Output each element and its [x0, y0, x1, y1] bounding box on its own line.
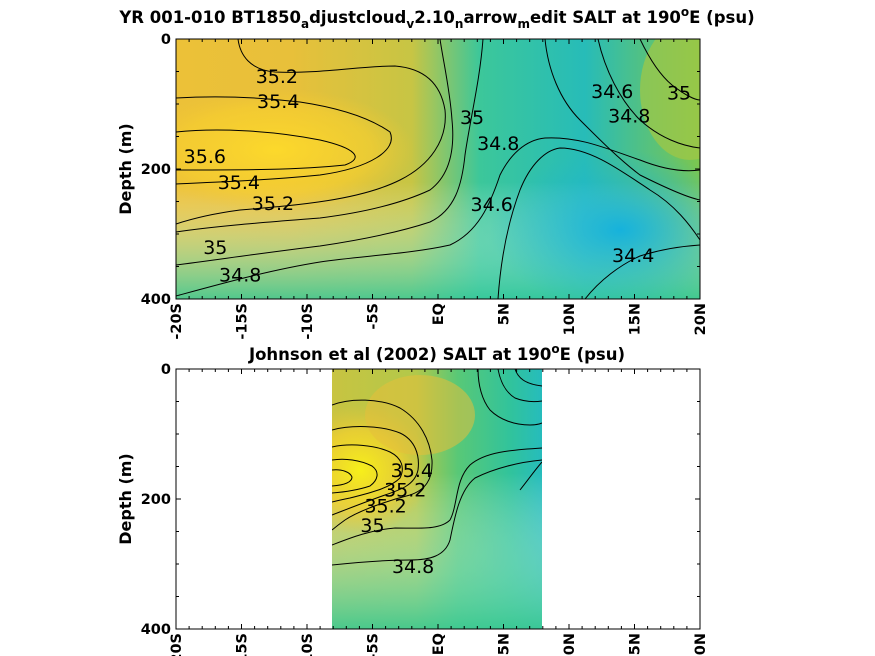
- contour-label: 35: [460, 107, 484, 129]
- x-tick-label: -15S: [235, 303, 251, 340]
- x-tick-label: -5S: [366, 633, 382, 656]
- contour-label: 35.2: [256, 66, 298, 88]
- contour-label: 35.4: [218, 172, 260, 194]
- contour-label: 35: [667, 82, 691, 104]
- y-tick-label: 400: [141, 622, 171, 638]
- contour-label: 34.4: [612, 245, 654, 267]
- contour-label: 34.6: [591, 81, 633, 103]
- y-tick-label: 200: [141, 492, 171, 508]
- contour-label: 35.4: [391, 460, 433, 482]
- heatmap-1: [176, 39, 700, 299]
- axis-ticks-2: -20S -15S -10S -5S EQ 5N 10N 15N 20N 0 200 400: [141, 362, 709, 656]
- panel-1: YR 001-010 BT1850adjustcloudv2.10narrowm…: [116, 5, 755, 340]
- x-tick-label: 15N: [628, 303, 644, 335]
- x-tick-label: -5S: [366, 303, 382, 330]
- x-tick-label: -10S: [300, 633, 316, 656]
- x-tick-label: 5N: [497, 303, 513, 325]
- x-tick-label: EQ: [431, 633, 447, 655]
- x-tick-label: -20S: [169, 303, 185, 340]
- x-tick-label: -20S: [169, 633, 185, 656]
- x-tick-label: 5N: [497, 633, 513, 655]
- heatmap-2: [332, 369, 542, 629]
- contour-label: 35.2: [252, 193, 294, 215]
- y-axis-label-1: Depth (m): [116, 123, 135, 215]
- contour-label: 35.2: [364, 496, 406, 518]
- axis-ticks-1: -20S -15S -10S -5S EQ 5N 10N 15N 20N 0 200 400: [141, 32, 709, 340]
- x-tick-label: 10N: [562, 633, 578, 656]
- contour-label: 35.2: [384, 479, 426, 501]
- y-tick-label: 400: [141, 292, 171, 308]
- x-tick-label: 20N: [693, 633, 709, 656]
- chart-title-2: Johnson et al (2002) SALT at 190oE (psu): [248, 342, 625, 364]
- x-tick-label: 20N: [693, 303, 709, 335]
- contour-label: 34.8: [219, 264, 261, 286]
- contour-label: 34.8: [392, 556, 434, 578]
- y-tick-label: 0: [161, 362, 171, 378]
- contour-label: 35.4: [257, 91, 299, 113]
- contour-label: 35: [360, 515, 384, 537]
- contour-label: 34.6: [471, 194, 513, 216]
- panel-2: Johnson et al (2002) SALT at 190oE (psu)…: [116, 342, 709, 656]
- x-tick-label: 10N: [562, 303, 578, 335]
- x-tick-label: -15S: [235, 633, 251, 656]
- y-tick-label: 0: [161, 32, 171, 48]
- contour-labels-1: 35.235.435.635.435.23534.83534.834.634.6…: [184, 66, 691, 286]
- x-tick-label: -10S: [300, 303, 316, 340]
- x-tick-label: 15N: [628, 633, 644, 656]
- chart-title-1: YR 001-010 BT1850adjustcloudv2.10narrowm…: [118, 5, 754, 31]
- contour-label: 34.8: [477, 133, 519, 155]
- contour-label: 35.6: [184, 146, 226, 168]
- contour-label: 34.8: [608, 106, 650, 128]
- x-tick-label: EQ: [431, 303, 447, 325]
- y-tick-label: 200: [141, 162, 171, 178]
- contour-lines-1: [176, 39, 700, 299]
- contour-label: 35: [203, 237, 227, 259]
- contour-lines-2: [332, 369, 542, 566]
- y-axis-label-2: Depth (m): [116, 453, 135, 545]
